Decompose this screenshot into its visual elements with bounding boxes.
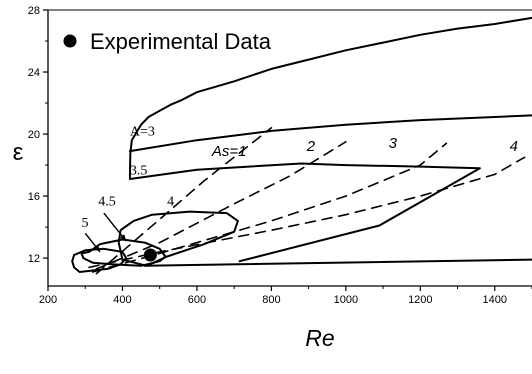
curve-labels: A=3 3.5 4 4.5 5 As=1 2 3 4 [82,125,518,253]
plot-frame [47,9,532,287]
arrow-5-head [94,245,101,252]
series-label: 5 [82,216,89,231]
x-tick-label: 400 [113,294,131,306]
curves [71,16,532,275]
series-label: A=3 [130,125,155,140]
series-line-3 [143,258,532,267]
y-tick-label: 20 [28,129,40,141]
legend-marker [63,34,77,48]
series-line-5 [80,238,167,267]
experimental-data-point [143,248,157,262]
series-line-0 [128,16,532,179]
series-label: 2 [306,138,316,155]
x-tick-label: 1200 [408,294,432,306]
y-tick-label: 12 [28,253,40,265]
y-axis-title: ε [13,139,24,166]
series-line-2 [128,162,481,263]
legend-label: Experimental Data [90,29,272,54]
series-line-4 [117,210,239,267]
series-line-7 [95,127,273,275]
series-line-8 [95,141,347,270]
series-label: 4 [510,138,518,155]
x-tick-label: 600 [188,294,206,306]
series-label: As=1 [211,143,247,160]
y-tick-label: 24 [28,67,40,79]
series-label: 4.5 [98,194,116,209]
series-label: 4 [167,194,174,209]
y-tick-label: 28 [28,5,40,17]
x-tick-label: 200 [39,294,57,306]
x-tick-label: 1000 [334,294,358,306]
legend: Experimental Data [63,29,272,54]
x-axis-title: Re [305,325,334,351]
y-tick-label: 16 [28,191,40,203]
series-line-1 [128,114,532,153]
x-tick-label: 1400 [483,294,507,306]
series-label: 3 [389,135,398,152]
arrow-4-5-head [120,234,127,241]
series-label: 3.5 [130,163,148,178]
x-tick-label: 800 [262,294,280,306]
series-line-10 [88,156,526,269]
